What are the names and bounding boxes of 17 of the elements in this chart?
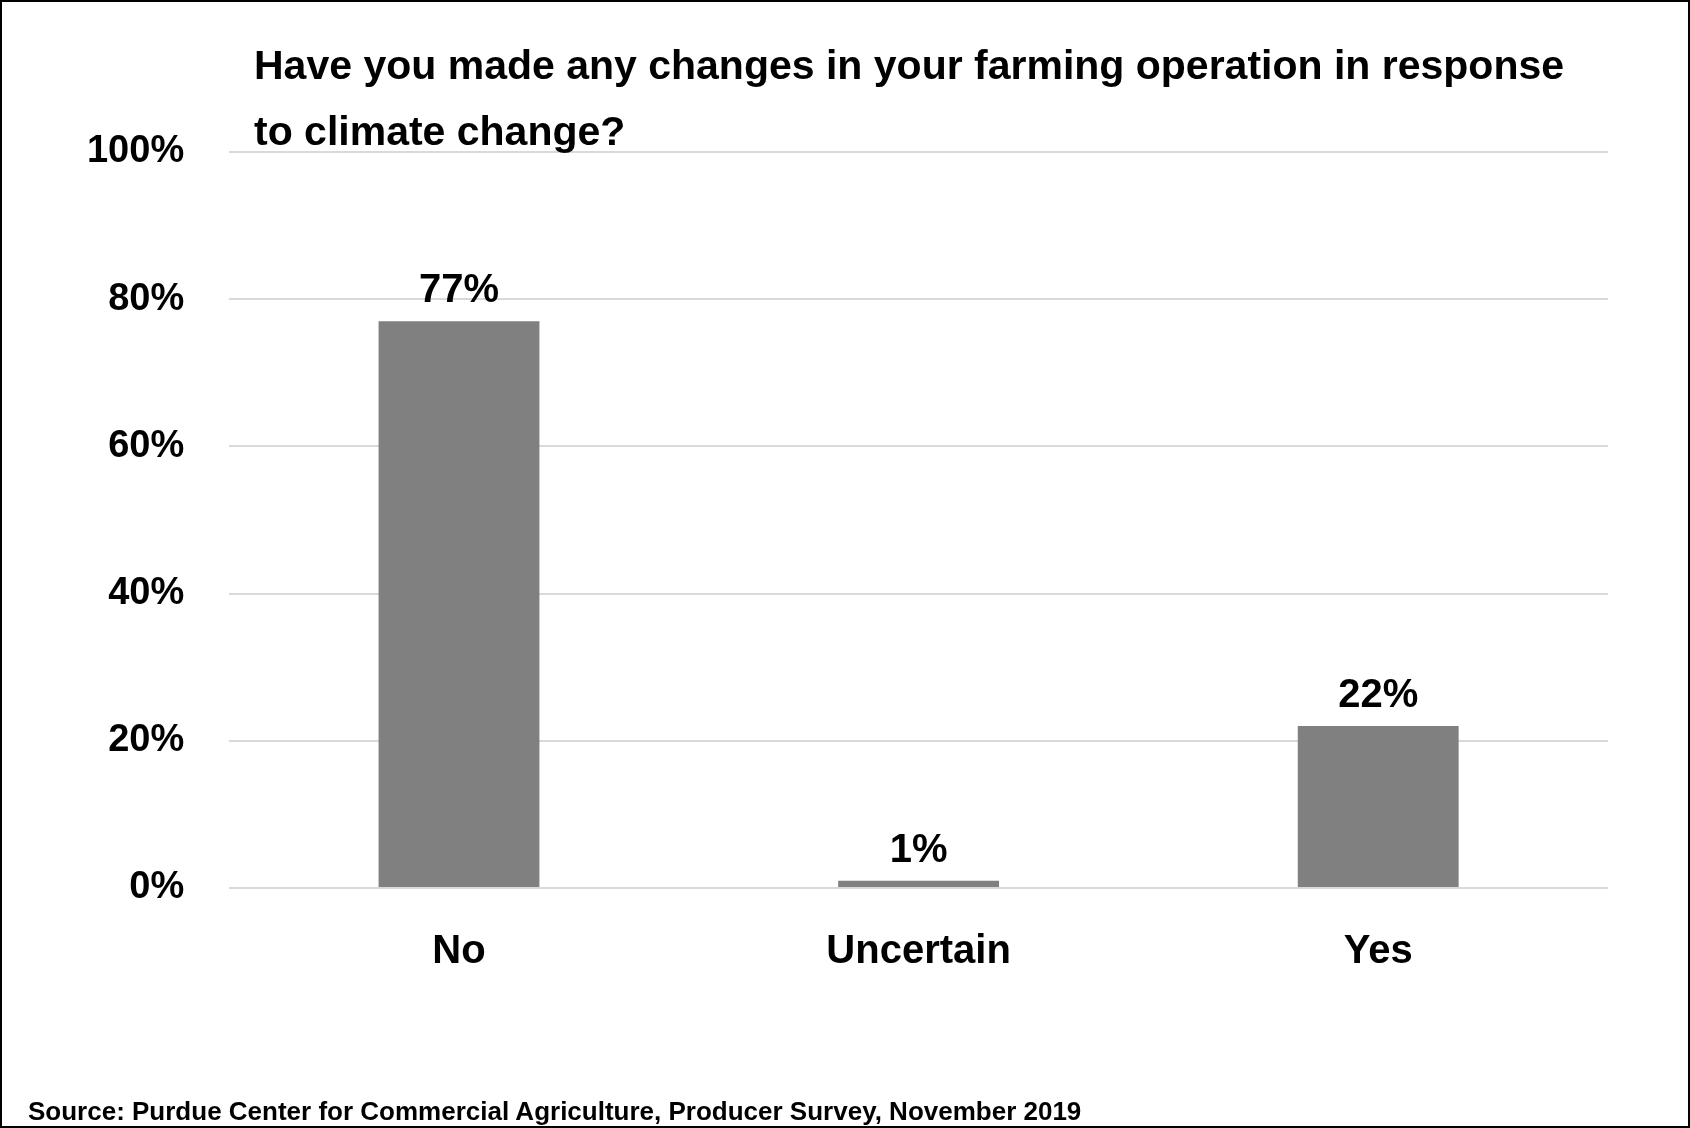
y-tick-label: 20% [108,717,185,760]
data-label: 22% [1338,671,1419,716]
y-tick-label: 80% [108,275,185,318]
data-label: 77% [418,266,500,311]
bar [1297,726,1459,887]
x-tick-label: Yes [1343,927,1413,972]
y-tick-label: 0% [129,864,185,907]
y-tick-label: 100% [86,128,185,171]
bar [378,321,540,887]
bar [838,880,1000,887]
chart-title: Have you made any changes in your farming operation in response to climate change? [254,41,1566,156]
data-label: 1% [889,825,948,870]
x-tick-label: Uncertain [826,927,1011,972]
x-tick-label: No [432,927,486,972]
y-tick-label: 60% [108,422,185,465]
y-tick-label: 40% [108,570,185,613]
source-note: Source: Purdue Center for Commercial Agriculture, Producer Survey, November 2019 [28,1096,1082,1127]
